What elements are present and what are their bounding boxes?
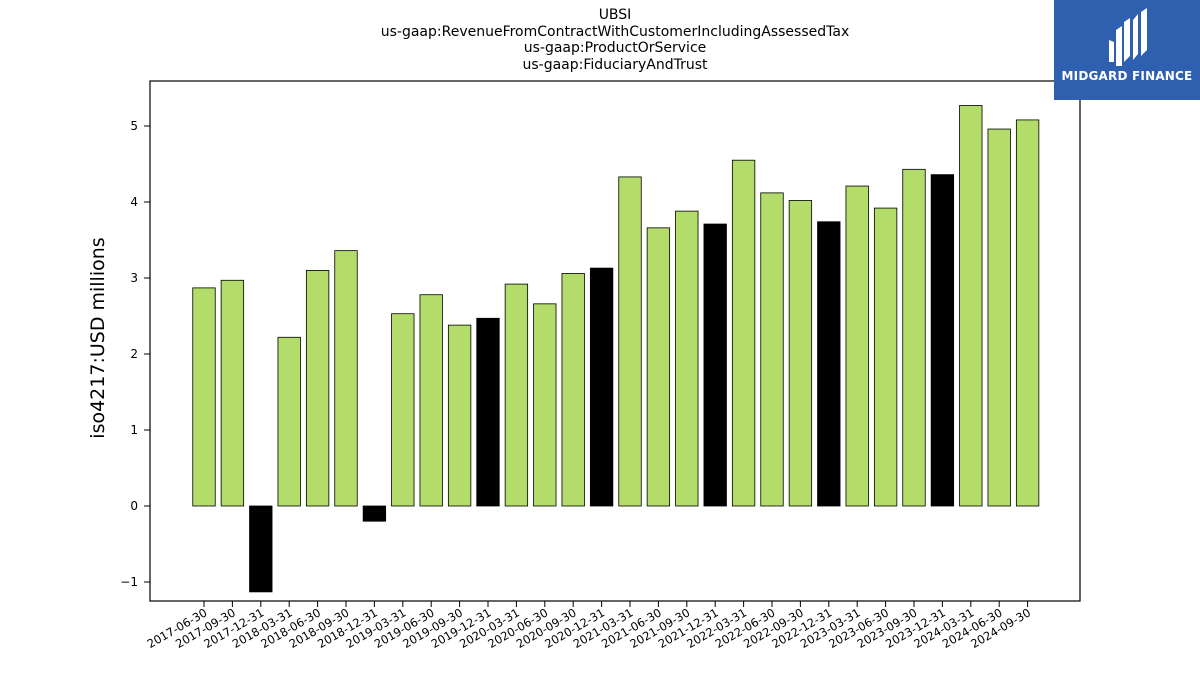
bar-2023-09-30: [902, 168, 926, 507]
bar-2023-06-30: [873, 207, 898, 507]
bar-2018-09-30: [334, 250, 358, 507]
bar-2021-06-30: [646, 227, 671, 507]
chart-title-line-1: UBSI: [598, 7, 632, 23]
bar-2021-03-31: [618, 176, 642, 507]
bar-2019-06-30: [419, 294, 443, 507]
bar-2017-09-30: [220, 279, 245, 507]
midgard-finance-logo: MIDGARD FINANCE: [1054, 0, 1200, 100]
bar-2021-09-30: [675, 210, 699, 507]
bar-2019-03-31: [391, 313, 415, 507]
y-tick-label: 4: [130, 195, 138, 209]
y-tick-label: 3: [130, 271, 138, 285]
y-axis-label: iso4217:USD millions: [87, 237, 109, 438]
y-tick-label: 0: [130, 499, 138, 513]
logo-text: MIDGARD FINANCE: [1061, 69, 1193, 83]
y-tick-label: −1: [120, 575, 138, 589]
bar-2020-09-30: [561, 273, 585, 507]
logo-mark-icon: [1109, 8, 1147, 66]
y-tick-label: 5: [130, 119, 138, 133]
y-tick-label: 2: [130, 347, 138, 361]
chart-title-line-4: us-gaap:FiduciaryAndTrust: [522, 56, 708, 73]
bar-2022-03-31: [731, 159, 756, 507]
bar-2023-12-31: [930, 174, 955, 507]
plot-frame: [149, 80, 1081, 602]
chart-title-line-3: us-gaap:ProductOrService: [523, 40, 707, 56]
bar-2018-12-31: [362, 505, 387, 522]
y-tick-label: 1: [130, 423, 138, 437]
bar-2020-12-31: [589, 267, 614, 507]
bar-2017-12-31: [249, 505, 273, 593]
bar-2023-03-31: [845, 185, 869, 507]
bar-2017-06-30: [192, 287, 216, 507]
bar-2018-06-30: [305, 269, 330, 507]
bar-2024-06-30: [987, 128, 1011, 507]
bar-2021-12-31: [703, 223, 727, 507]
bar-2018-03-31: [277, 336, 301, 507]
bar-2024-09-30: [1015, 119, 1040, 507]
bar-2020-06-30: [533, 303, 557, 507]
bar-2022-12-31: [817, 221, 841, 507]
bar-2019-12-31: [476, 317, 500, 507]
bar-2022-06-30: [760, 192, 784, 507]
bar-2024-03-31: [959, 105, 983, 507]
chart-title-line-2: us-gaap:RevenueFromContractWithCustomerI…: [380, 23, 850, 40]
bar-2020-03-31: [504, 283, 529, 507]
bar-2022-09-30: [788, 200, 813, 507]
bar-2019-09-30: [447, 324, 472, 507]
